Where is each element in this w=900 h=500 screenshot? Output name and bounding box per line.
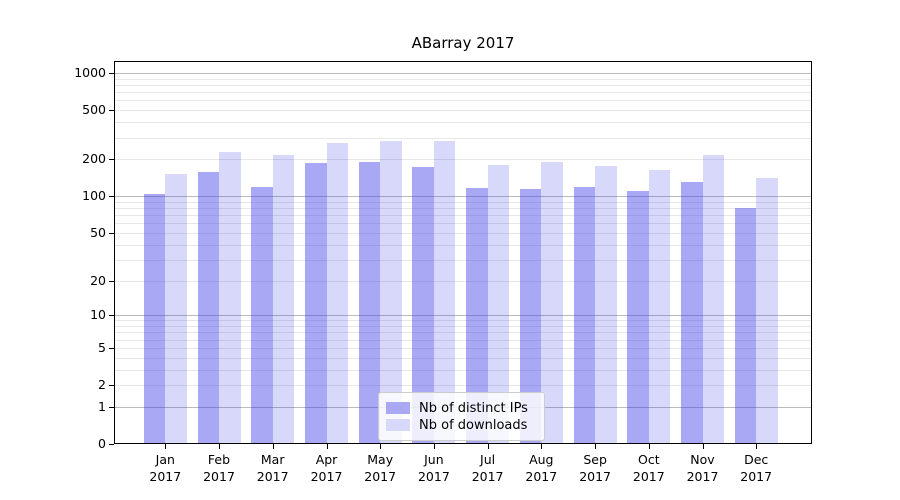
y-tick-mark [109,73,114,74]
y-tick-mark [109,385,114,386]
x-tick-mark [165,444,167,449]
legend-item-distinct-ips: Nb of distinct IPs [386,400,536,416]
x-tick-label: Jul 2017 [471,452,504,484]
bar-distinct-ips [251,186,273,444]
bar-distinct-ips [734,208,757,444]
y-tick-mark [109,232,114,234]
x-tick-mark [541,444,543,449]
gridline [115,78,811,80]
x-tick-mark [702,444,704,449]
y-tick-mark [109,110,114,112]
bar-downloads [272,154,295,444]
x-tick-mark [380,444,382,449]
x-tick-mark [487,444,489,449]
gridline [115,85,811,86]
legend-item-downloads: Nb of downloads [386,417,536,433]
y-tick-label: 5 [98,339,106,355]
bar-distinct-ips [466,187,488,444]
gridline [115,122,811,124]
y-tick-label: 200 [82,151,106,167]
gridline [115,92,811,94]
gridline [115,100,811,102]
bar-downloads [541,162,563,444]
y-tick-label: 500 [82,102,106,118]
x-tick-mark [219,444,220,449]
bar-distinct-ips [519,188,542,444]
bar-downloads [326,143,348,444]
x-tick-label: Aug 2017 [525,452,558,484]
x-tick-label: Oct 2017 [632,452,665,484]
y-tick-mark [109,315,114,317]
bar-downloads [756,178,778,444]
y-tick-label: 50 [90,224,106,240]
y-tick-label: 20 [90,272,106,288]
x-tick-label: May 2017 [364,452,397,484]
bar-distinct-ips [573,186,596,444]
bar-downloads [165,174,187,444]
y-tick-mark [109,159,114,161]
x-tick-label: Jun 2017 [417,452,450,484]
y-tick-label: 10 [90,307,106,323]
bar-distinct-ips [197,172,219,444]
y-tick-mark [109,406,114,408]
y-tick-label: 0 [98,436,106,451]
x-tick-mark [756,444,758,449]
y-tick-label: 1000 [74,65,106,80]
y-tick-mark [109,280,114,282]
legend: Nb of distinct IPs Nb of downloads [378,392,545,441]
x-tick-mark [595,444,597,449]
bar-distinct-ips [143,193,166,444]
bar-downloads [487,164,510,444]
gridline [115,137,811,139]
x-tick-label: Feb 2017 [203,452,235,484]
x-tick-mark [648,444,650,449]
bar-downloads [380,141,402,444]
y-tick-label: 1 [98,398,106,414]
legend-swatch-downloads-icon [386,419,410,431]
x-tick-label: Mar 2017 [256,452,289,484]
x-tick-mark [326,444,328,449]
x-tick-label: Apr 2017 [310,452,343,484]
x-tick-label: Sep 2017 [579,452,611,484]
bar-downloads [595,165,617,444]
y-tick-label: 100 [82,188,106,204]
bar-distinct-ips [358,162,381,444]
gridline [115,73,811,74]
bar-distinct-ips [305,163,327,444]
x-tick-label: Dec 2017 [740,452,773,484]
bar-distinct-ips [681,182,703,444]
gridline [115,110,811,112]
bar-distinct-ips [627,190,649,444]
bar-downloads [648,170,671,444]
y-tick-mark [109,444,114,445]
bar-distinct-ips [412,167,434,444]
bar-downloads [433,141,456,444]
y-tick-mark [109,347,114,349]
legend-swatch-distinct-ips-icon [386,402,410,414]
x-tick-label: Nov 2017 [686,452,719,484]
legend-label-downloads: Nb of downloads [419,417,528,433]
y-tick-label: 2 [98,377,106,392]
bar-downloads [219,151,241,444]
x-tick-label: Jan 2017 [149,452,182,484]
chart-title: ABarray 2017 [411,34,515,52]
legend-label-distinct-ips: Nb of distinct IPs [419,400,528,416]
x-tick-mark [272,444,274,449]
y-tick-mark [109,196,114,198]
x-tick-mark [433,444,435,449]
bar-downloads [702,154,724,444]
